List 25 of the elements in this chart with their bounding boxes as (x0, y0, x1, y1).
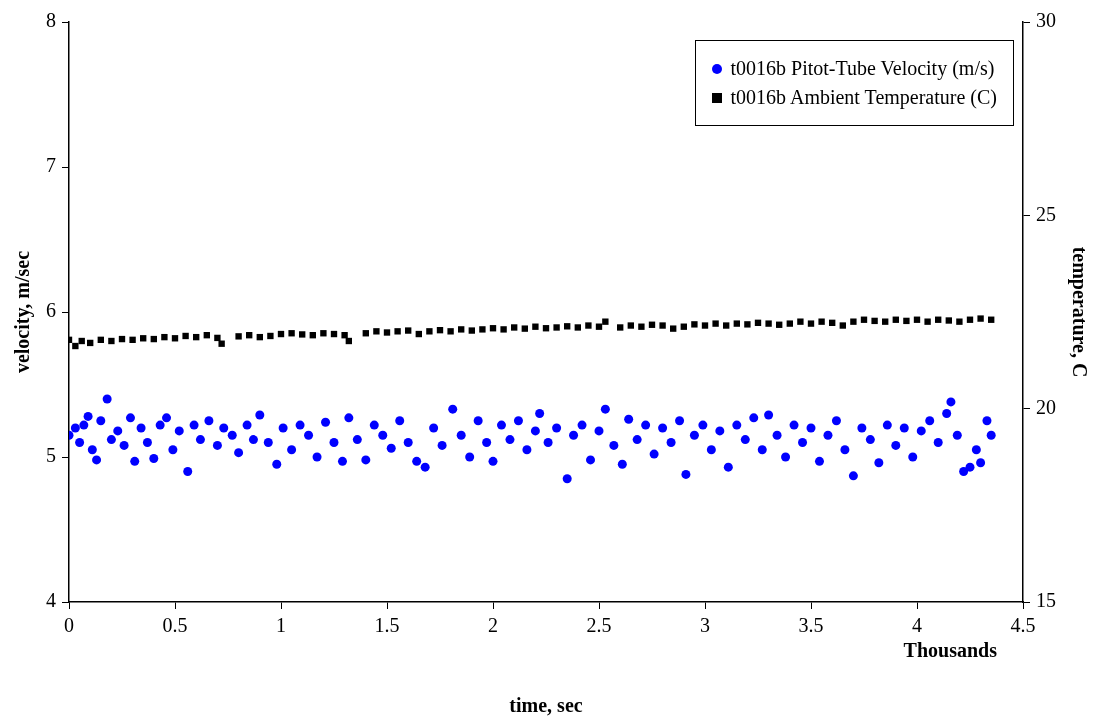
legend-label: t0016b Pitot-Tube Velocity (m/s) (730, 57, 995, 80)
y2-tick-label: 25 (1036, 202, 1056, 225)
x-axis-title: time, sec (509, 694, 583, 717)
x-tick-label: 1 (276, 614, 286, 637)
text: Thousands (903, 639, 998, 662)
y-tick-label: 8 (46, 9, 56, 32)
x-tick-label: 3.5 (798, 614, 824, 637)
x-tick-label: 1.5 (374, 614, 400, 637)
x-tick-label: 4.5 (1010, 614, 1036, 637)
x-tick-label: 0 (64, 614, 74, 637)
x-tick-label: 2 (488, 614, 498, 637)
legend-label: t0016b Ambient Temperature (C) (730, 86, 997, 109)
y-tick-label: 6 (46, 299, 56, 322)
x-tick-label: 3 (700, 614, 710, 637)
y-tick-label: 4 (46, 589, 56, 612)
y-tick-label: 5 (46, 444, 56, 467)
y-tick-label: 7 (46, 154, 56, 177)
y2-axis-title: temperature, C (1067, 246, 1091, 378)
y2-tick-label: 20 (1036, 395, 1056, 418)
x-tick-label: 2.5 (586, 614, 612, 637)
y2-tick-label: 15 (1036, 589, 1056, 612)
y-axis-title: velocity, m/sec (11, 250, 35, 374)
x-tick-label: 0.5 (162, 614, 188, 637)
x-tick-label: 4 (912, 614, 922, 637)
y2-tick-label: 30 (1036, 9, 1056, 32)
